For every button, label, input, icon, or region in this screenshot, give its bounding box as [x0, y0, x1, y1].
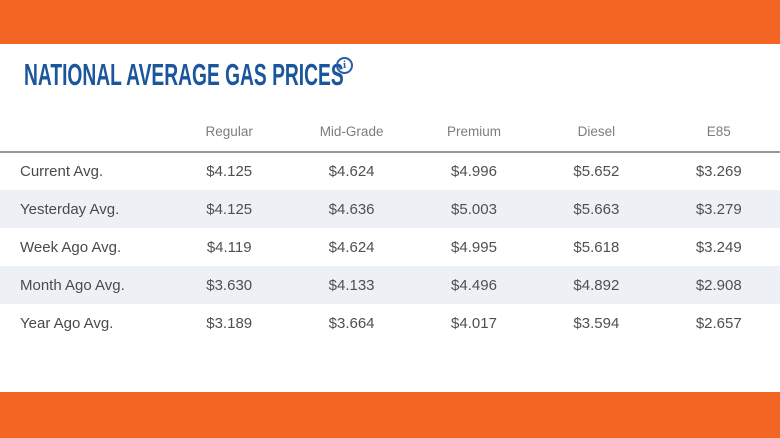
column-header-premium: Premium [446, 124, 501, 139]
cell-midgrade: $4.133 [328, 276, 375, 294]
cell-midgrade: $4.624 [328, 238, 375, 256]
cell-premium: $4.017 [451, 314, 497, 332]
page-title: NATIONAL AVERAGE GAS PRICES [24, 57, 344, 92]
table-row-month-ago-avg: Month Ago Avg. $3.630 $4.133 $4.496 $4.8… [0, 266, 780, 304]
cell-premium: $4.996 [451, 163, 497, 180]
table-row-yesterday-avg: Yesterday Avg. $4.125 $4.636 $5.003 $5.6… [0, 190, 780, 228]
cell-midgrade: $4.624 [328, 163, 375, 180]
column-header-e85: E85 [706, 124, 731, 139]
cell-e85: $3.269 [695, 163, 742, 180]
row-label: Yesterday Avg. [20, 200, 120, 218]
cell-premium: $4.496 [451, 276, 497, 294]
table-row-week-ago-avg: Week Ago Avg. $4.119 $4.624 $4.995 $5.61… [0, 228, 780, 266]
bottom-orange-bar [0, 392, 780, 438]
row-label: Year Ago Avg. [20, 314, 114, 332]
table-row-year-ago-avg: Year Ago Avg. $3.189 $3.664 $4.017 $3.59… [0, 304, 780, 342]
cell-midgrade: $4.636 [328, 200, 375, 218]
cell-midgrade: $3.664 [328, 314, 375, 332]
column-header-midgrade: Mid-Grade [319, 124, 384, 139]
row-label: Current Avg. [20, 163, 104, 180]
cell-regular: $3.189 [206, 314, 253, 332]
cell-e85: $3.249 [695, 238, 742, 256]
cell-diesel: $5.663 [573, 200, 620, 218]
row-label: Month Ago Avg. [20, 276, 125, 294]
gas-prices-table: Regular Mid-Grade Premium Diesel E85 Cur… [0, 114, 780, 342]
cell-regular: $4.125 [206, 163, 253, 180]
cell-diesel: $3.594 [573, 314, 620, 332]
table-header-row: Regular Mid-Grade Premium Diesel E85 [0, 114, 780, 152]
cell-e85: $3.279 [695, 200, 742, 218]
cell-regular: $4.119 [206, 238, 252, 256]
column-header-blank [0, 114, 168, 152]
top-orange-bar [0, 0, 780, 44]
table-row-current-avg: Current Avg. $4.125 $4.624 $4.996 $5.652… [0, 152, 780, 190]
cell-regular: $4.125 [206, 200, 253, 218]
cell-premium: $5.003 [451, 200, 497, 218]
cell-e85: $2.657 [695, 314, 742, 332]
cell-diesel: $4.892 [573, 276, 620, 294]
column-header-regular: Regular [205, 124, 253, 139]
info-icon[interactable]: i [336, 57, 353, 74]
title-row: NATIONAL AVERAGE GAS PRICES i [0, 44, 780, 102]
cell-regular: $3.630 [206, 276, 253, 294]
cell-diesel: $5.652 [573, 163, 620, 180]
cell-diesel: $5.618 [573, 238, 620, 256]
column-header-diesel: Diesel [577, 124, 616, 139]
cell-premium: $4.995 [451, 238, 497, 256]
row-label: Week Ago Avg. [20, 238, 122, 256]
cell-e85: $2.908 [695, 276, 742, 294]
